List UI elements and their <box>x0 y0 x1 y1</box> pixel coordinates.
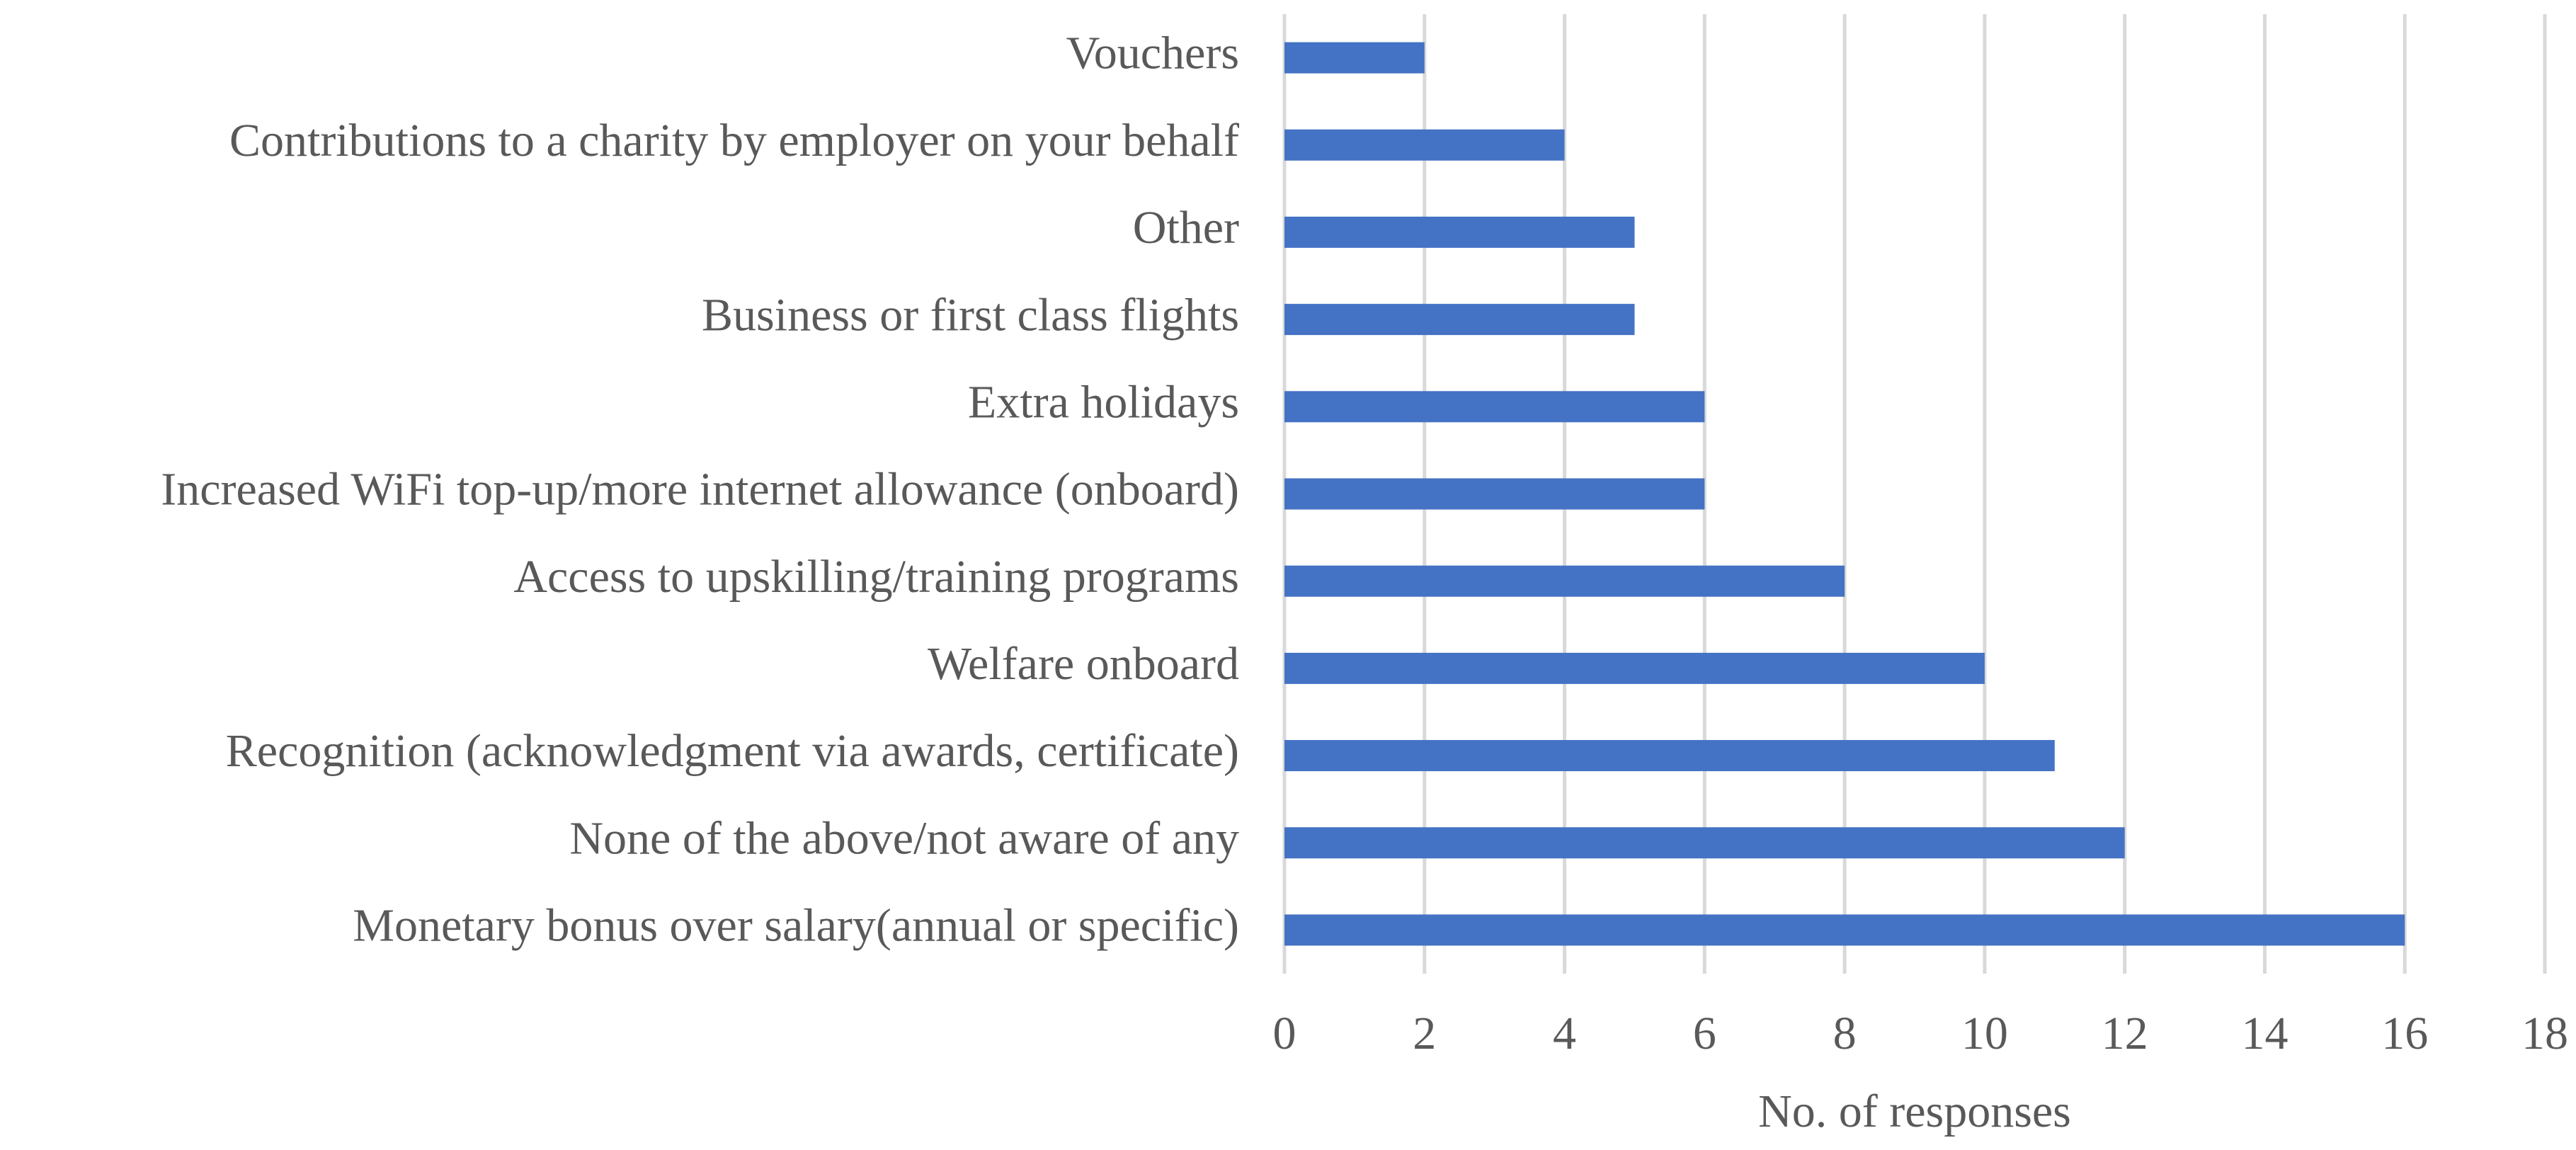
y-tick-label: None of the above/not aware of any <box>569 812 1239 864</box>
x-tick-label: 2 <box>1413 1008 1436 1059</box>
x-axis-label: No. of responses <box>1758 1086 2071 1137</box>
y-tick-label: Vouchers <box>1066 28 1239 79</box>
x-tick-label: 0 <box>1273 1008 1296 1059</box>
x-tick-label: 6 <box>1693 1008 1716 1059</box>
x-tick-label: 14 <box>2241 1008 2288 1059</box>
bar <box>1284 216 1635 248</box>
y-tick-label: Access to upskilling/training programs <box>513 551 1239 603</box>
y-tick-label: Recognition (acknowledgment via awards, … <box>226 725 1239 777</box>
bar <box>1284 652 1985 684</box>
bar <box>1284 478 1705 510</box>
y-tick-label: Other <box>1133 202 1239 254</box>
y-tick-label: Welfare onboard <box>928 638 1239 690</box>
bar <box>1284 304 1635 336</box>
x-tick-label: 8 <box>1833 1008 1857 1059</box>
y-tick-label: Monetary bonus over salary(annual or spe… <box>353 900 1239 952</box>
x-tick-label: 12 <box>2102 1008 2148 1059</box>
x-tick-label: 4 <box>1553 1008 1576 1059</box>
x-tick-label: 10 <box>1961 1008 2008 1059</box>
bar <box>1284 827 2125 859</box>
bar <box>1284 740 2055 772</box>
bar <box>1284 42 1425 74</box>
y-tick-label: Contributions to a charity by employer o… <box>229 115 1239 166</box>
bar <box>1284 914 2405 946</box>
y-tick-label: Increased WiFi top-up/more internet allo… <box>161 464 1239 516</box>
x-tick-label: 16 <box>2381 1008 2428 1059</box>
y-tick-label: Extra holidays <box>968 376 1239 428</box>
y-tick-label: Business or first class flights <box>702 289 1239 341</box>
bar <box>1284 391 1705 423</box>
bar <box>1284 129 1565 161</box>
bar <box>1284 565 1845 597</box>
x-tick-label: 18 <box>2521 1008 2568 1059</box>
